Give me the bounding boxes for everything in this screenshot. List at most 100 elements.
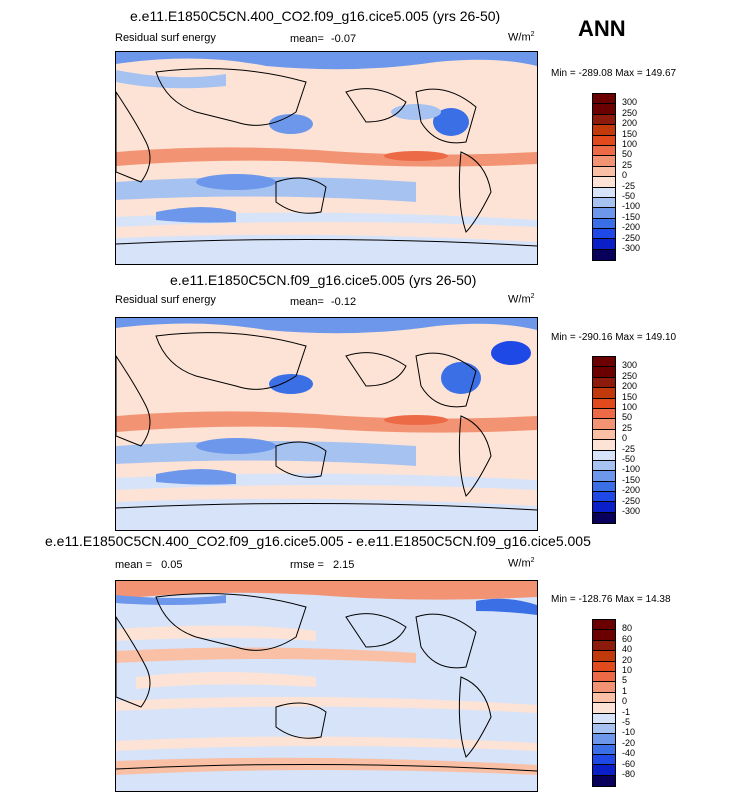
panel3-max-label: Max = bbox=[615, 594, 643, 605]
panel1-minmax: Min = -289.08 Max = 149.67 bbox=[551, 68, 676, 79]
panel3-min-value: -128.76 bbox=[578, 594, 613, 605]
colorbar-tick-label: -200 bbox=[622, 485, 641, 496]
colorbar-swatch bbox=[593, 671, 615, 683]
colorbar-tick-label: 5 bbox=[622, 675, 628, 686]
colorbar-tick-label: -80 bbox=[622, 769, 636, 779]
panel2-mean-label: mean= bbox=[290, 296, 324, 308]
colorbar-swatch bbox=[593, 398, 615, 409]
panel2-units-text: W/m bbox=[508, 293, 531, 306]
colorbar-tick-label: -300 bbox=[622, 243, 641, 253]
colorbar-tick-label: 250 bbox=[622, 370, 638, 381]
colorbar-tick-label: -250 bbox=[622, 232, 641, 243]
panel1-map bbox=[115, 51, 538, 265]
panel1-min-value: -289.08 bbox=[578, 68, 613, 79]
panel1-units-sup: 2 bbox=[530, 31, 535, 38]
panel2-mean: mean= -0.12 bbox=[290, 296, 356, 308]
colorbar-swatch bbox=[593, 388, 615, 399]
colorbar-tick-label: -50 bbox=[622, 454, 636, 464]
colorbar-swatch bbox=[593, 620, 615, 631]
panel1-max-label: Max = bbox=[615, 68, 643, 79]
colorbar-swatch bbox=[593, 502, 615, 513]
colorbar-swatch bbox=[593, 166, 615, 178]
panel3-mean-value: 0.05 bbox=[161, 559, 183, 571]
colorbar-tick-label: 150 bbox=[622, 128, 638, 139]
panel3-rmse-value: 2.15 bbox=[333, 559, 355, 571]
colorbar-tick-label: -5 bbox=[622, 717, 631, 727]
colorbar-swatch bbox=[593, 661, 615, 672]
colorbar-swatch bbox=[593, 104, 615, 115]
colorbar-tick-label: -200 bbox=[622, 222, 641, 233]
colorbar-swatch bbox=[593, 367, 615, 378]
panel2-title: e.e11.E1850C5CN.f09_g16.cice5.005 (yrs 2… bbox=[170, 272, 477, 288]
colorbar-tick-label: -25 bbox=[622, 443, 636, 454]
panel3-rmse-label: rmse = bbox=[290, 559, 324, 571]
colorbar-tick-label: 50 bbox=[622, 412, 633, 423]
colorbar-tick-label: 50 bbox=[622, 149, 633, 160]
colorbar-swatch bbox=[593, 692, 615, 704]
colorbar-swatch bbox=[593, 640, 615, 652]
colorbar-tick-label: -20 bbox=[622, 737, 636, 748]
colorbar-tick-label: 100 bbox=[622, 139, 638, 149]
colorbar-swatch bbox=[593, 512, 615, 524]
panel3-map bbox=[115, 580, 538, 792]
colorbar-swatch bbox=[593, 249, 615, 261]
colorbar-swatch bbox=[593, 471, 615, 482]
colorbar-swatch bbox=[593, 377, 615, 389]
panel2-min-value: -290.16 bbox=[578, 332, 613, 343]
panel2-units: W/m2 bbox=[508, 293, 535, 306]
colorbar-tick-label: 250 bbox=[622, 107, 638, 118]
colorbar-tick-label: 25 bbox=[622, 422, 633, 433]
colorbar-swatch bbox=[593, 156, 615, 167]
panel1-min-label: Min = bbox=[551, 68, 576, 79]
colorbar-swatch bbox=[593, 208, 615, 219]
panel1-colorbar bbox=[592, 93, 616, 262]
colorbar-swatch bbox=[593, 765, 615, 776]
colorbar-swatch bbox=[593, 357, 615, 368]
panel2-variable: Residual surf energy bbox=[115, 294, 216, 306]
colorbar-swatch bbox=[593, 135, 615, 146]
colorbar-tick-label: -10 bbox=[622, 727, 636, 738]
colorbar-tick-label: 20 bbox=[622, 654, 633, 665]
colorbar-swatch bbox=[593, 408, 615, 420]
colorbar-tick-label: 0 bbox=[622, 433, 628, 444]
panel2-min-label: Min = bbox=[551, 332, 576, 343]
colorbar-tick-label: -1 bbox=[622, 706, 631, 717]
colorbar-swatch bbox=[593, 723, 615, 735]
panel2-map bbox=[115, 317, 538, 531]
colorbar-swatch bbox=[593, 481, 615, 493]
colorbar-swatch bbox=[593, 492, 615, 503]
panel2-units-sup: 2 bbox=[530, 293, 535, 300]
colorbar-tick-label: 300 bbox=[622, 360, 638, 371]
panel2-minmax: Min = -290.16 Max = 149.10 bbox=[551, 332, 676, 343]
colorbar-swatch bbox=[593, 734, 615, 745]
colorbar-tick-label: 0 bbox=[622, 170, 628, 181]
colorbar-swatch bbox=[593, 460, 615, 472]
colorbar-swatch bbox=[593, 450, 615, 461]
colorbar-tick-label: 200 bbox=[622, 381, 638, 392]
panel3-colorbar bbox=[592, 619, 616, 788]
panel1-mean-value: -0.07 bbox=[331, 33, 357, 45]
colorbar-tick-label: 10 bbox=[622, 665, 633, 675]
colorbar-tick-label: 150 bbox=[622, 391, 638, 402]
panel1-units-text: W/m bbox=[508, 31, 531, 44]
colorbar-swatch bbox=[593, 218, 615, 230]
colorbar-swatch bbox=[593, 419, 615, 430]
colorbar-tick-label: 1 bbox=[622, 685, 628, 696]
panel1-title: e.e11.E1850C5CN.400_CO2.f09_g16.cice5.00… bbox=[130, 8, 501, 24]
colorbar-swatch bbox=[593, 775, 615, 787]
colorbar-tick-label: 25 bbox=[622, 159, 633, 170]
panel2-max-value: 149.10 bbox=[645, 332, 677, 343]
colorbar-swatch bbox=[593, 651, 615, 662]
colorbar-swatch bbox=[593, 94, 615, 105]
panel3-units: W/m2 bbox=[508, 557, 535, 570]
panel3-max-value: 14.38 bbox=[645, 594, 671, 605]
colorbar-swatch bbox=[593, 114, 615, 126]
panel3-units-text: W/m bbox=[508, 557, 531, 570]
panel3-rmse: rmse = 2.15 bbox=[290, 559, 354, 571]
panel3-units-sup: 2 bbox=[530, 557, 535, 564]
panel3-mean-label: mean = bbox=[115, 559, 152, 571]
colorbar-tick-label: 100 bbox=[622, 402, 638, 412]
panel2-colorbar bbox=[592, 356, 616, 525]
colorbar-tick-label: 300 bbox=[622, 97, 638, 108]
panel3-min-label: Min = bbox=[551, 594, 576, 605]
